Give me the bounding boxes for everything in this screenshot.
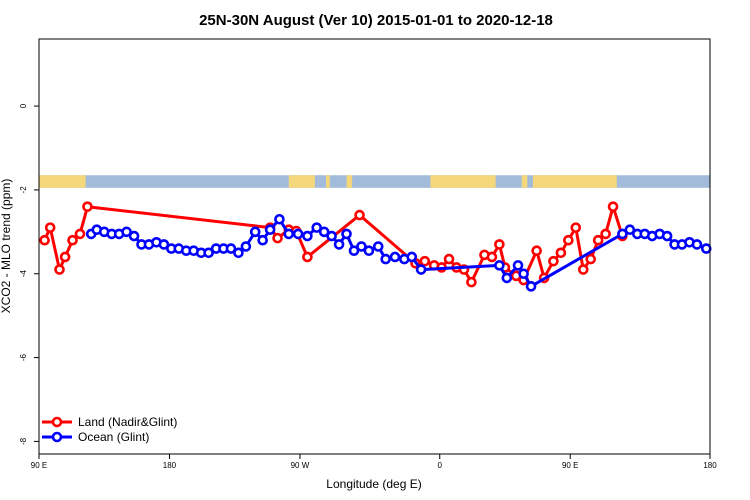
- series-0-point-35: [592, 234, 604, 246]
- legend-label-land: Land (Nadir&Glint): [78, 415, 177, 429]
- series-1-point-47: [525, 281, 537, 292]
- y-tick-label-0: 0: [19, 103, 28, 108]
- x-axis-label: Longitude (deg E): [326, 477, 421, 491]
- series-0-point-4: [67, 234, 78, 246]
- series-1: [85, 213, 712, 292]
- series-1-point-33: [341, 228, 352, 240]
- series-0-point-11: [302, 251, 313, 263]
- series-0-point-32: [570, 222, 582, 233]
- series-0-point-0: [39, 234, 50, 246]
- series-1-point-48: [617, 228, 628, 240]
- series-0-point-8: [272, 232, 283, 244]
- series-0-point-17: [443, 253, 455, 265]
- x-axis: 90 E 180 90 W 0 90 E 180: [31, 454, 717, 470]
- series-1-point-43: [494, 260, 505, 271]
- y-tick-label-2: -4: [19, 270, 28, 278]
- series-1-point-42: [415, 264, 427, 275]
- y-axis-label: XCO2 - MLO trend (ppm): [0, 179, 13, 314]
- series-1-point-20: [233, 247, 244, 259]
- series-1-point-25: [274, 213, 285, 225]
- x-tick-label-3: 0: [438, 461, 443, 470]
- series-1-point-5: [121, 226, 132, 238]
- series-0-point-23: [494, 239, 505, 250]
- series-layer: [39, 201, 712, 292]
- band-land-3: [346, 175, 353, 188]
- series-1-point-28: [302, 230, 313, 242]
- series-1-point-34: [348, 245, 360, 256]
- series-1-point-41: [406, 251, 418, 263]
- series-1-point-49: [624, 224, 636, 236]
- series-0-point-20: [466, 276, 477, 288]
- series-1-point-44: [501, 272, 513, 284]
- series-1-point-58: [691, 239, 703, 250]
- series-1-point-27: [292, 228, 304, 240]
- series-1-point-35: [356, 241, 367, 252]
- series-0-point-33: [577, 264, 589, 275]
- band-land-0: [39, 175, 86, 188]
- series-line-0: [43, 205, 624, 284]
- series-1-point-26: [283, 228, 295, 240]
- y-tick-label-3: -6: [19, 353, 28, 361]
- plot-frame: [38, 38, 711, 455]
- series-1-point-54: [661, 230, 673, 242]
- series-1-point-16: [203, 247, 214, 259]
- x-tick-label-5: 180: [703, 461, 717, 470]
- band-land-4: [430, 175, 496, 188]
- x-tick-label-4: 90 E: [562, 461, 578, 470]
- series-0-point-34: [585, 253, 597, 265]
- legend: Land (Nadir&Glint) Ocean (Glint): [42, 415, 177, 444]
- series-1-point-46: [518, 268, 529, 280]
- series-0: [39, 201, 628, 288]
- series-1-point-19: [225, 243, 237, 254]
- series-0-point-27: [531, 245, 542, 256]
- series-0-point-12: [354, 209, 365, 221]
- series-0-point-1: [44, 222, 56, 233]
- band-land-2: [326, 175, 330, 188]
- series-1-point-30: [318, 226, 330, 238]
- series-1-point-31: [326, 230, 337, 242]
- series-0-point-5: [74, 228, 86, 240]
- series-1-point-6: [128, 230, 140, 242]
- series-1-point-36: [363, 245, 375, 256]
- chart-title: 25N-30N August (Ver 10) 2015-01-01 to 20…: [199, 12, 553, 29]
- series-1-point-21: [240, 241, 252, 252]
- band-land-1: [288, 175, 315, 188]
- series-1-point-59: [700, 243, 712, 254]
- series-0-point-6: [82, 201, 93, 212]
- series-1-point-32: [333, 239, 345, 250]
- x-tick-label-0: 90 E: [31, 461, 47, 470]
- legend-marker-ocean: [51, 431, 63, 443]
- series-1-point-10: [158, 239, 170, 250]
- series-0-point-2: [54, 264, 65, 275]
- series-0-point-3: [59, 251, 71, 263]
- series-1-point-29: [311, 222, 323, 233]
- series-0-point-30: [555, 247, 567, 259]
- series-1-point-37: [372, 241, 384, 252]
- x-tick-label-1: 180: [163, 461, 177, 470]
- series-0-point-14: [419, 255, 431, 267]
- series-1-point-45: [512, 260, 524, 271]
- band-land-6: [532, 175, 617, 188]
- series-1-point-24: [264, 224, 276, 236]
- series-0-point-36: [600, 228, 611, 240]
- legend-marker-land: [51, 416, 63, 428]
- surface-type-band: [39, 175, 710, 188]
- series-0-point-37: [607, 201, 619, 212]
- series-0-point-31: [563, 234, 574, 246]
- series-1-point-23: [257, 234, 268, 246]
- legend-label-ocean: Ocean (Glint): [78, 430, 149, 444]
- y-tick-label-4: -8: [19, 437, 28, 445]
- series-0-point-29: [548, 255, 559, 267]
- y-axis: 0 -2 -4 -6 -8: [19, 103, 39, 445]
- x-tick-label-2: 90 W: [291, 461, 310, 470]
- series-0-point-22: [486, 251, 498, 263]
- series-1-point-38: [380, 253, 391, 265]
- series-1-point-22: [249, 226, 261, 238]
- y-tick-label-1: -2: [19, 186, 28, 194]
- band-land-5: [521, 175, 528, 188]
- series-1-point-39: [389, 251, 401, 263]
